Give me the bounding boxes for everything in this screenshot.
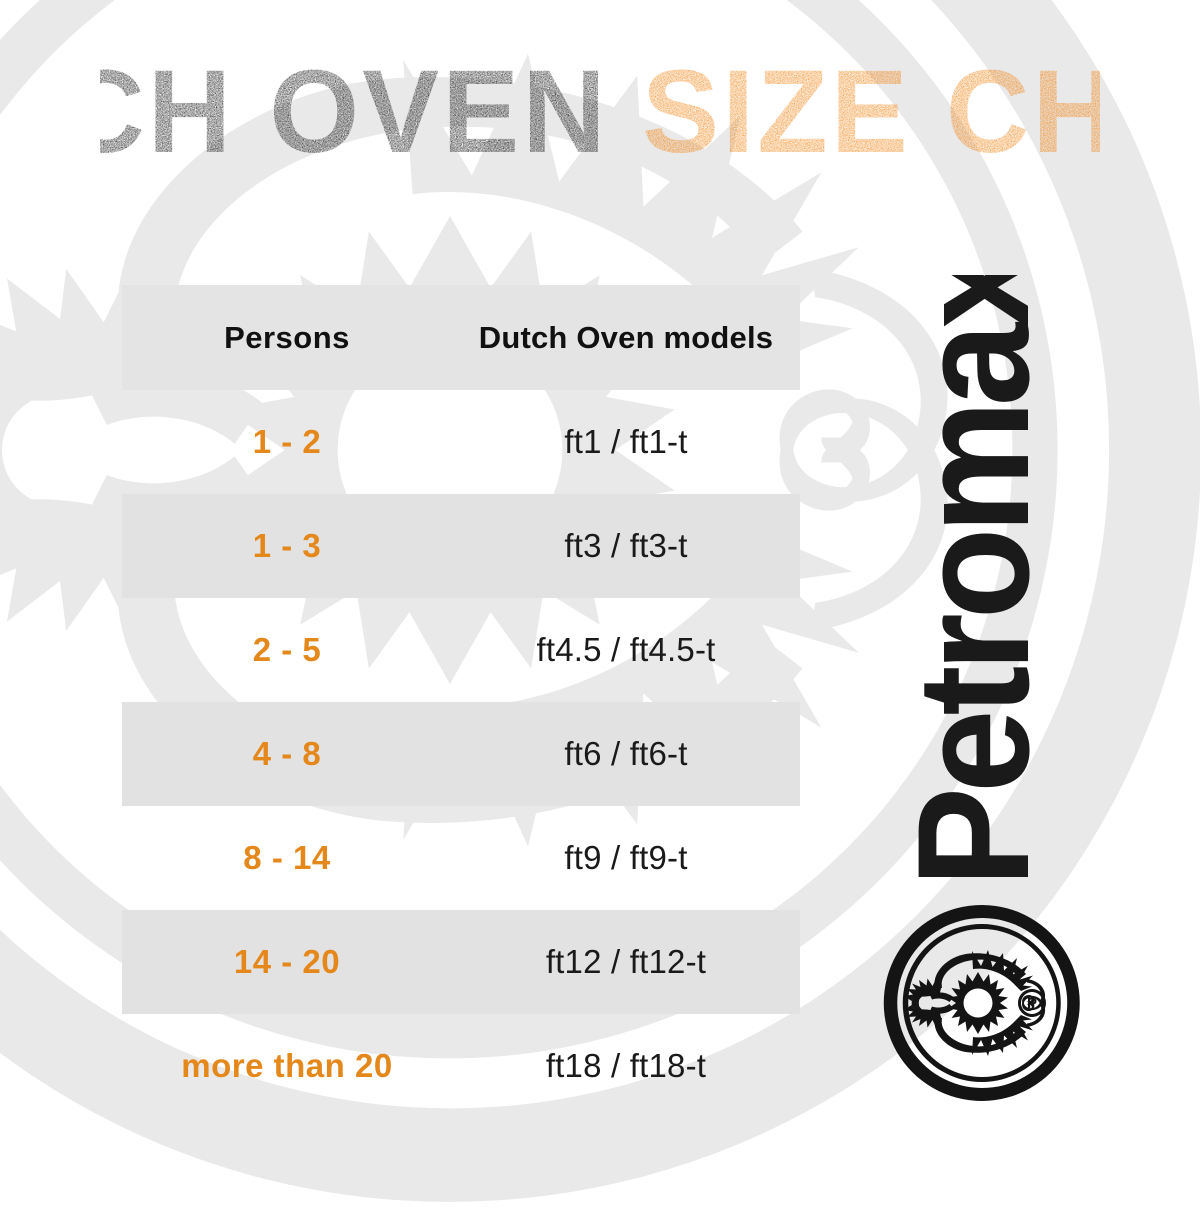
table-row: 8 - 14 ft9 / ft9-t xyxy=(122,806,800,910)
table-row: 14 - 20 ft12 / ft12-t xyxy=(122,910,800,1014)
brand-block: Petromax xyxy=(860,275,1100,1120)
cell-persons: 2 - 5 xyxy=(252,631,322,668)
table-body: 1 - 2 ft1 / ft1-t 1 - 3 ft3 / ft3-t 2 - 5 ft4… xyxy=(122,390,800,1118)
cell-persons: 8 - 14 xyxy=(243,839,331,876)
page-title-dark: DUTCH OVEN xyxy=(100,52,609,172)
page-title-accent: SIZE CHART xyxy=(642,52,1100,172)
petromax-wordmark: Petromax xyxy=(884,275,1062,887)
size-chart-table: Persons Dutch Oven models 1 - 2 ft1 / ft1… xyxy=(122,285,800,1118)
cell-models: ft12 / ft12-t xyxy=(545,943,707,980)
table-row: 1 - 2 ft1 / ft1-t xyxy=(122,390,800,494)
seal-monogram: P xyxy=(1027,995,1037,1012)
cell-models: ft4.5 / ft4.5-t xyxy=(536,631,716,668)
table-row: more than 20 ft18 / ft18-t xyxy=(122,1014,800,1118)
cell-persons: 1 - 2 xyxy=(252,423,322,460)
cell-models: ft9 / ft9-t xyxy=(564,839,688,876)
table-row: 1 - 3 ft3 / ft3-t xyxy=(122,494,800,598)
cell-persons: 14 - 20 xyxy=(233,943,341,980)
table-header-row: Persons Dutch Oven models xyxy=(122,285,800,390)
page-title: DUTCH OVEN SIZE CHART xyxy=(0,52,1200,172)
cell-persons: 4 - 8 xyxy=(252,735,322,772)
column-header-models: Dutch Oven models xyxy=(478,319,774,355)
cell-persons: 1 - 3 xyxy=(252,527,322,564)
cell-models: ft18 / ft18-t xyxy=(545,1047,707,1084)
cell-models: ft3 / ft3-t xyxy=(564,527,688,564)
petromax-wordmark-text: Petromax xyxy=(884,275,1062,887)
cell-models: ft6 / ft6-t xyxy=(564,735,688,772)
table-row: 2 - 5 ft4.5 / ft4.5-t xyxy=(122,598,800,702)
column-header-persons: Persons xyxy=(224,319,350,355)
cell-persons: more than 20 xyxy=(181,1047,393,1084)
cell-models: ft1 / ft1-t xyxy=(564,423,688,460)
table-row: 4 - 8 ft6 / ft6-t xyxy=(122,702,800,806)
petromax-seal-icon: P xyxy=(883,905,1080,1101)
